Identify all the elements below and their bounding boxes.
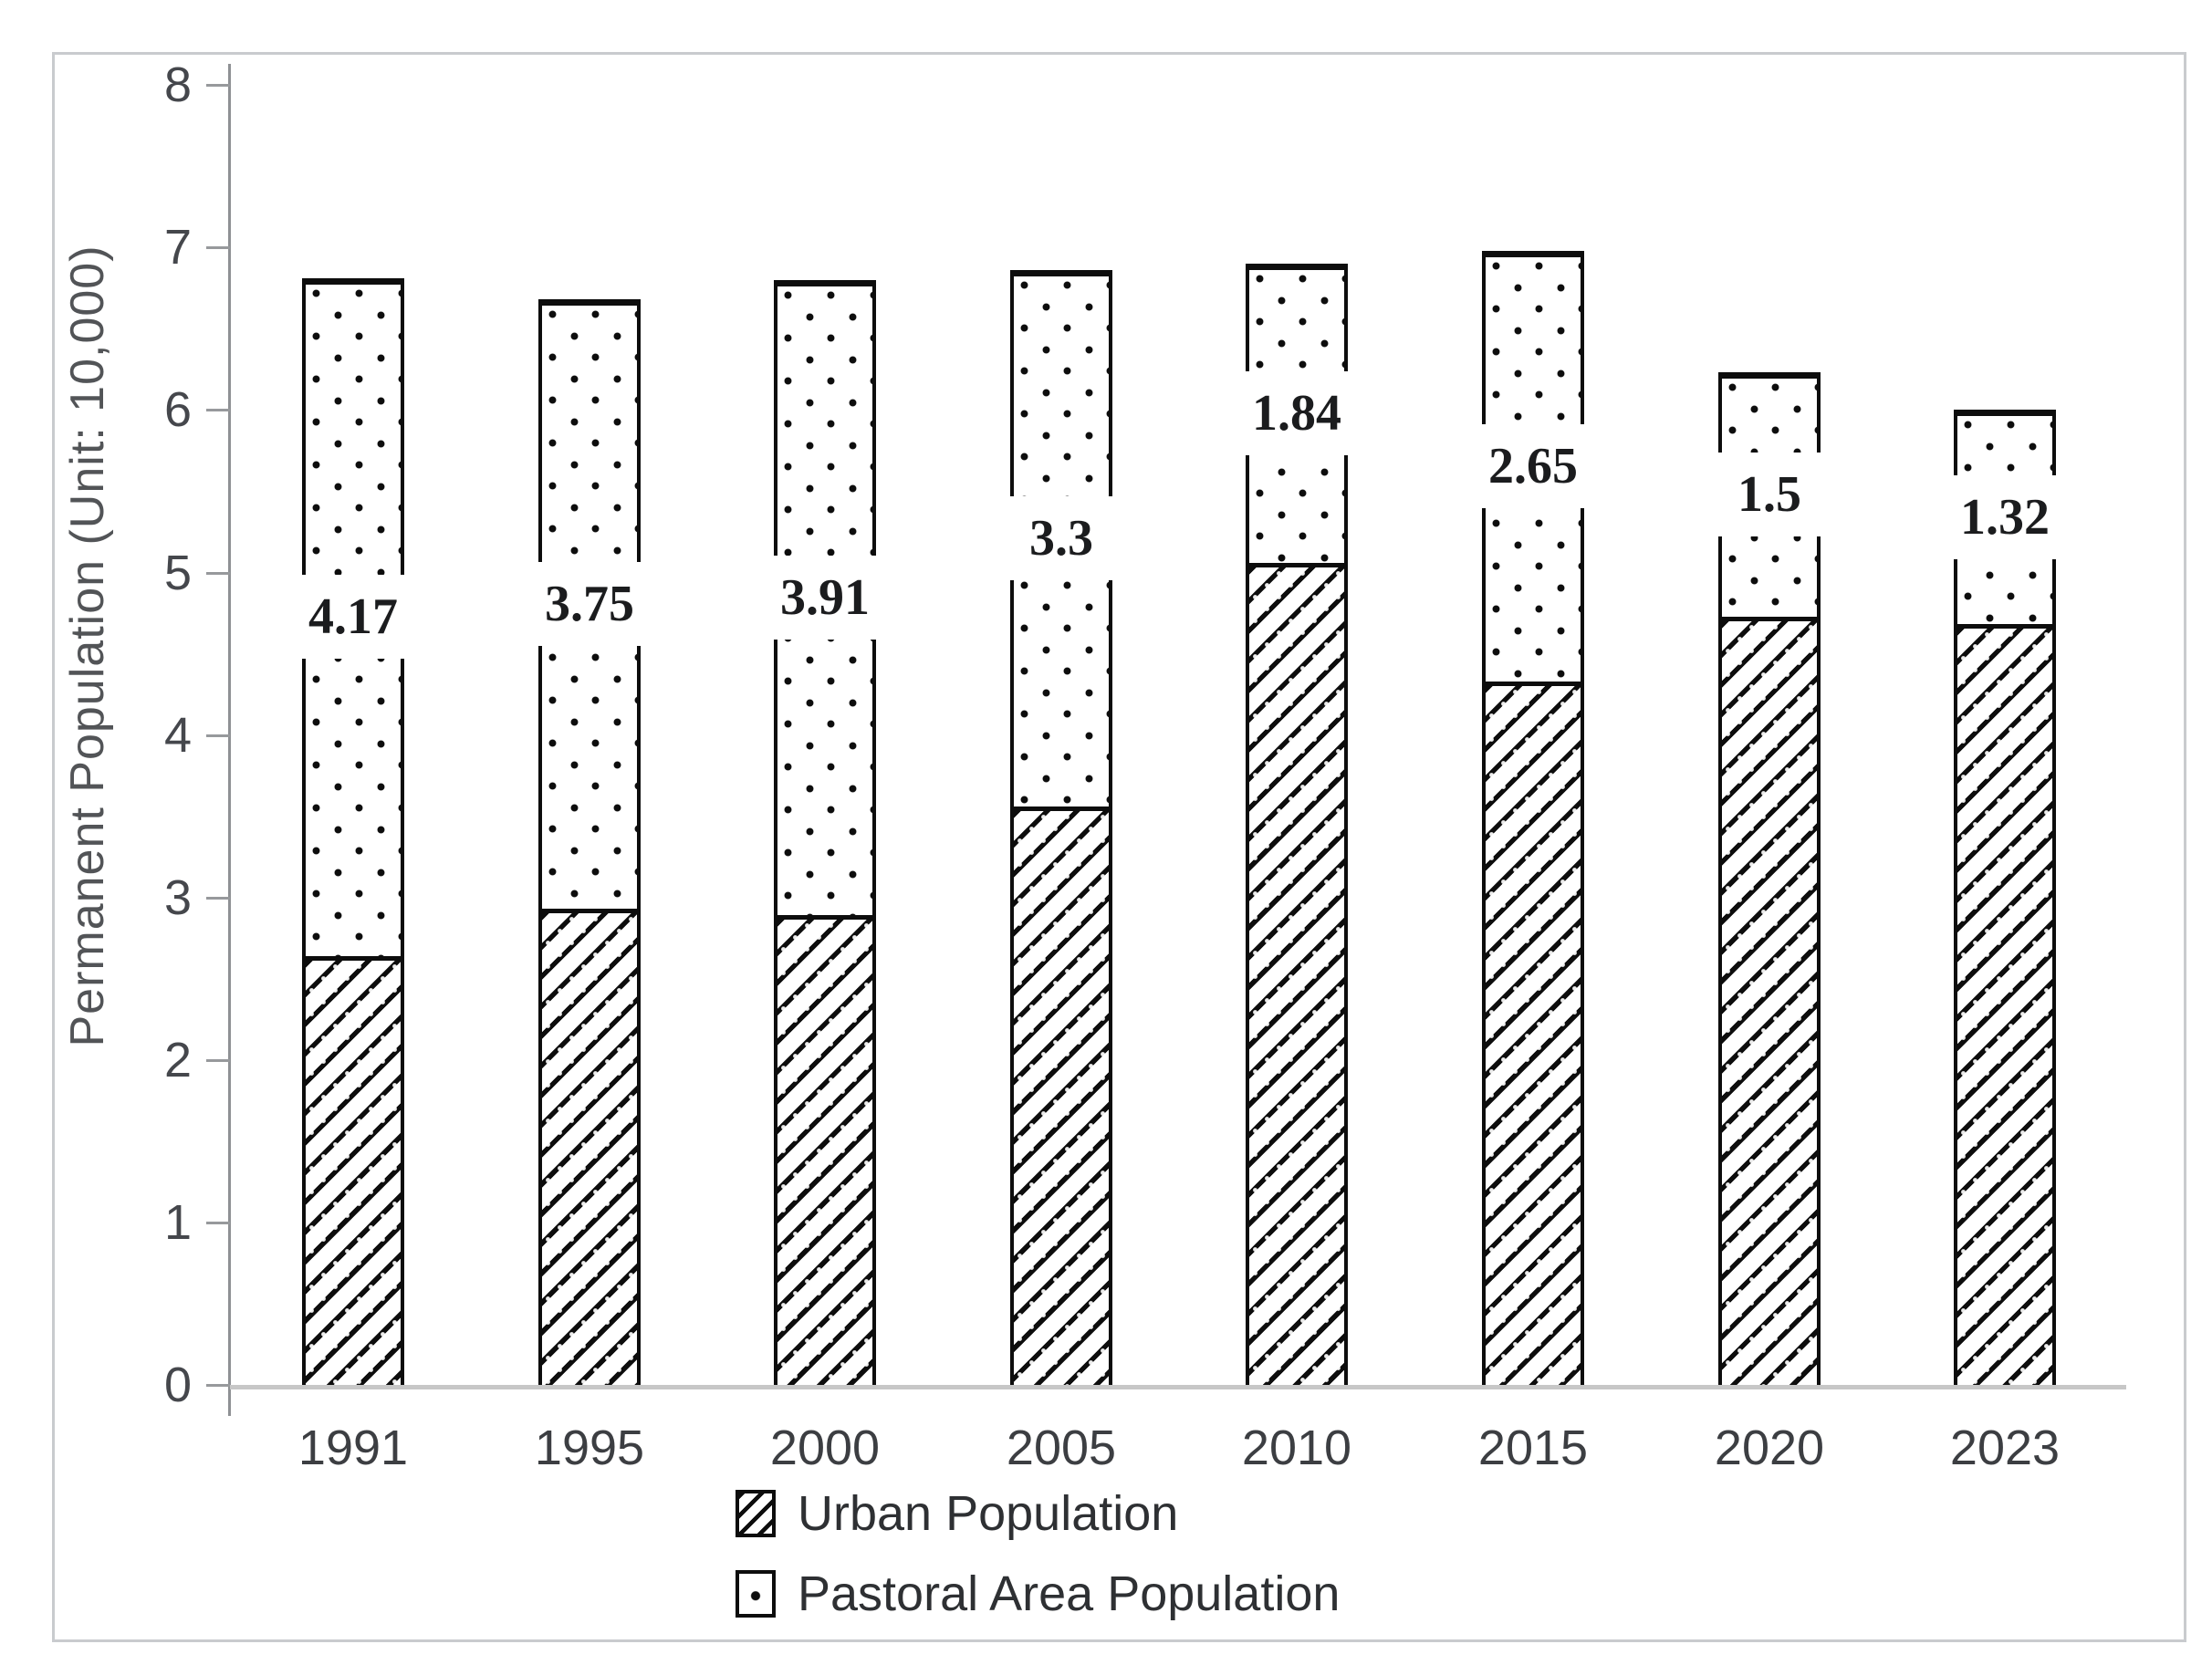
y-axis-tick	[206, 571, 230, 575]
pastoral-value-label-2023: 1.32	[1960, 488, 2050, 546]
y-axis-tick	[206, 896, 230, 900]
hatch-swatch-icon	[736, 1490, 776, 1537]
y-axis-tick	[206, 409, 230, 412]
pastoral-value-label-2010: 1.84	[1252, 384, 1341, 442]
x-axis-label-1991: 1991	[297, 1420, 409, 1475]
y-axis-tick	[206, 84, 230, 88]
value-label-band-2015: 2.65	[1476, 423, 1591, 508]
y-axis-tick-label: 2	[163, 1032, 192, 1087]
y-axis-tick-label: 3	[163, 869, 192, 925]
value-label-band-2010: 1.84	[1239, 370, 1354, 455]
urban-segment-1995	[538, 909, 641, 1385]
urban-segment-2005	[1010, 806, 1112, 1385]
urban-segment-2015	[1482, 681, 1584, 1385]
urban-segment-2010	[1246, 562, 1348, 1385]
x-axis-label-2023: 2023	[1949, 1420, 2061, 1475]
y-axis-tick	[206, 1384, 230, 1387]
figure-border	[52, 52, 2186, 1642]
y-axis-tick-label: 5	[163, 545, 192, 600]
y-axis-line	[228, 64, 231, 1416]
pastoral-value-label-1991: 4.17	[308, 588, 398, 646]
y-axis-tick	[206, 1221, 230, 1224]
x-axis-label-2000: 2000	[769, 1420, 881, 1475]
pastoral-value-label-2005: 3.3	[1029, 510, 1093, 567]
x-axis-label-2005: 2005	[1006, 1420, 1117, 1475]
legend-label-pastoral: Pastoral Area Population	[798, 1566, 1341, 1621]
legend-label-urban: Urban Population	[798, 1486, 1179, 1541]
x-axis-label-2015: 2015	[1477, 1420, 1589, 1475]
value-label-band-1991: 4.17	[296, 575, 411, 660]
x-axis-label-2020: 2020	[1714, 1420, 1825, 1475]
value-label-band-2020: 1.5	[1712, 453, 1827, 536]
value-label-band-2000: 3.91	[767, 556, 882, 640]
y-axis-tick	[206, 1058, 230, 1062]
pastoral-value-label-2000: 3.91	[780, 569, 870, 627]
y-axis-tick-label: 6	[163, 382, 192, 438]
y-axis-tick	[206, 246, 230, 250]
y-axis-title: Permanent Population (Unit: 10,000)	[61, 245, 114, 1047]
x-axis-label-1995: 1995	[534, 1420, 645, 1475]
y-axis-tick	[206, 734, 230, 737]
urban-segment-1991	[302, 955, 404, 1385]
pastoral-value-label-2020: 1.5	[1737, 466, 1801, 523]
x-axis-label-2010: 2010	[1241, 1420, 1352, 1475]
value-label-band-2023: 1.32	[1947, 474, 2062, 559]
y-axis-tick-label: 8	[163, 57, 192, 113]
value-label-band-1995: 3.75	[532, 562, 647, 647]
dot-swatch-icon	[736, 1570, 776, 1618]
y-axis-tick-label: 0	[163, 1358, 192, 1412]
urban-segment-2023	[1954, 624, 2056, 1385]
y-axis-tick-label: 1	[163, 1194, 192, 1250]
x-axis-line	[230, 1385, 2126, 1389]
value-label-band-2005: 3.3	[1004, 496, 1119, 581]
legend-item-urban: Urban Population	[736, 1485, 1178, 1542]
y-axis-tick-label: 7	[163, 220, 192, 276]
y-axis-tick-label: 4	[163, 707, 192, 763]
pastoral-value-label-1995: 3.75	[545, 576, 634, 633]
urban-segment-2000	[774, 915, 876, 1385]
legend-item-pastoral: Pastoral Area Population	[736, 1566, 1340, 1622]
urban-segment-2020	[1718, 616, 1821, 1385]
pastoral-value-label-2015: 2.65	[1488, 437, 1578, 494]
